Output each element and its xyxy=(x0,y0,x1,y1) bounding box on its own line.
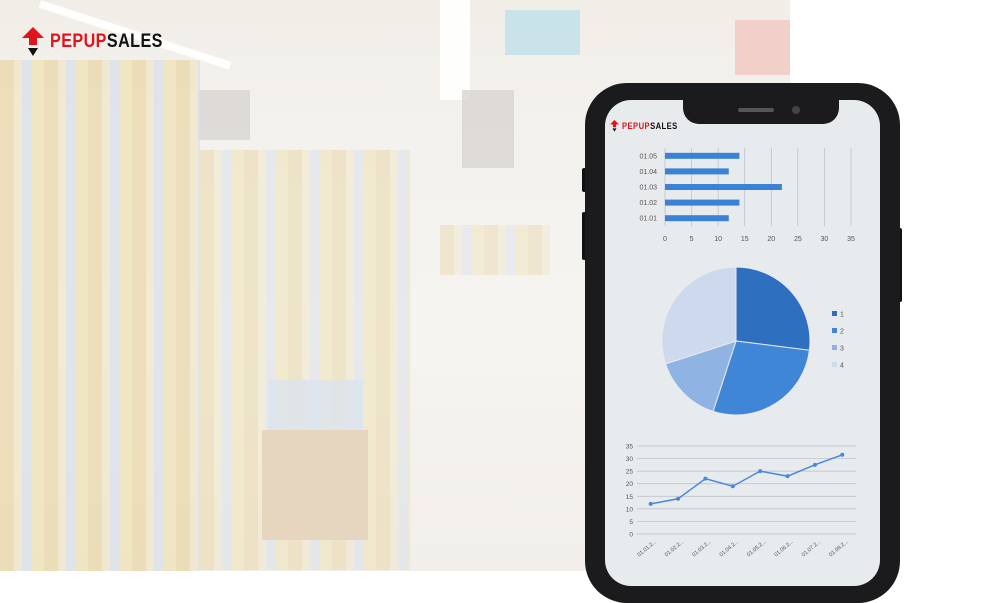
bar-x-tick-label: 20 xyxy=(767,236,775,243)
bar-category-label: 01.04 xyxy=(639,169,657,176)
bar-x-tick-label: 5 xyxy=(690,236,694,243)
line-x-tick-label: 01.06.2... xyxy=(773,539,795,559)
line-x-tick-label: 01.04.2... xyxy=(719,539,741,559)
line-y-tick-label: 15 xyxy=(626,494,634,501)
line-y-tick-label: 35 xyxy=(626,444,634,451)
bar-category-label: 01.03 xyxy=(639,185,657,192)
pie-legend-label: 3 xyxy=(840,346,844,353)
pie-legend-label: 1 xyxy=(840,312,844,319)
line-x-tick-label: 01.07.2... xyxy=(801,539,823,559)
line-point xyxy=(812,462,817,467)
pie-slice xyxy=(735,266,811,351)
line-series xyxy=(650,454,843,505)
bar xyxy=(665,199,740,206)
pie-legend-swatch xyxy=(832,311,837,316)
line-y-tick-label: 20 xyxy=(626,481,634,488)
bar-category-label: 01.01 xyxy=(639,216,657,223)
line-y-tick-label: 25 xyxy=(626,469,634,476)
bar-category-label: 01.05 xyxy=(639,153,657,160)
bar-x-tick-label: 0 xyxy=(663,236,667,243)
pie-legend-swatch xyxy=(832,328,837,333)
bar-category-label: 01.02 xyxy=(639,200,657,207)
bar-x-tick-label: 15 xyxy=(741,236,749,243)
bar xyxy=(665,215,729,222)
phone-mute-switch xyxy=(582,168,586,192)
line-point xyxy=(648,501,653,506)
phone-volume-button xyxy=(582,212,586,260)
phone-notch xyxy=(683,100,839,124)
bar-x-tick-label: 30 xyxy=(821,236,829,243)
pie-legend-label: 2 xyxy=(840,329,844,336)
bar xyxy=(665,168,729,175)
pie-slice xyxy=(661,266,737,365)
brand-name: PEPUPSALES xyxy=(50,31,163,52)
line-point xyxy=(758,469,763,474)
phone-charts: 0 5 10 15 20 25 30 3501.0101.0201.0301.0401.051… xyxy=(626,148,856,559)
bar xyxy=(665,152,740,159)
line-y-tick-label: 30 xyxy=(626,456,634,463)
bar-x-tick-label: 25 xyxy=(794,236,802,243)
line-x-tick-label: 01.02.2... xyxy=(664,539,686,559)
phone-power-button xyxy=(898,228,902,302)
pie-legend-swatch xyxy=(832,362,837,367)
pie-legend-swatch xyxy=(832,345,837,350)
line-y-tick-label: 5 xyxy=(629,519,633,526)
line-x-tick-label: 01.05.2... xyxy=(746,539,768,559)
phone-mockup: PEPUPSALES 0 5 10 15 20 25 30 35 01.01 01.02 01.03… xyxy=(585,83,900,603)
bar xyxy=(665,184,782,190)
bar-x-tick-label: 35 xyxy=(847,236,855,243)
pie-slice xyxy=(712,340,810,416)
line-x-tick-label: 01.01.2... xyxy=(637,539,659,559)
pie-legend-label: 4 xyxy=(840,363,844,370)
line-x-tick-label: 01.08.2... xyxy=(828,539,850,559)
bar-x-tick-label: 10 xyxy=(714,236,722,243)
line-point xyxy=(730,484,735,489)
arrow-up-logo-icon xyxy=(610,120,619,132)
line-y-tick-label: 10 xyxy=(626,506,634,513)
line-point xyxy=(840,452,845,457)
phone-screen: PEPUPSALES 0 5 10 15 20 25 30 35 01.01 01.02 01.03… xyxy=(605,100,880,586)
brand-logo[interactable]: PEPUPSALES xyxy=(22,27,183,57)
line-point xyxy=(785,474,790,479)
line-point xyxy=(703,476,708,481)
arrow-up-logo-icon xyxy=(22,27,44,56)
line-y-tick-label: 0 xyxy=(629,532,633,539)
line-x-tick-label: 01.03.2... xyxy=(691,539,713,559)
line-point xyxy=(676,496,681,501)
phone-brand-logo: PEPUPSALES xyxy=(610,120,688,132)
